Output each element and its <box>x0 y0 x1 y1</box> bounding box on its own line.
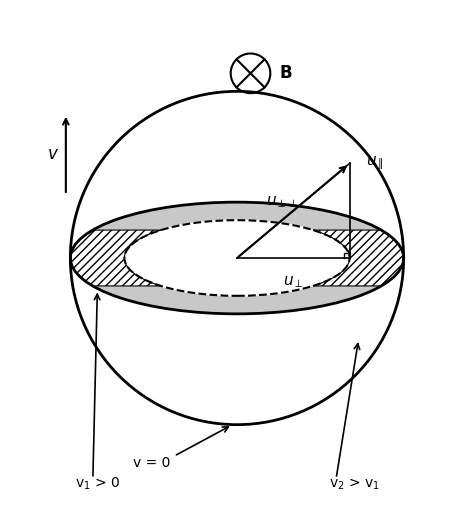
Text: v: v <box>47 145 57 163</box>
Polygon shape <box>313 230 404 286</box>
Polygon shape <box>70 230 161 286</box>
Text: $u_{\perp\perp}$: $u_{\perp\perp}$ <box>266 195 298 210</box>
Text: $u_{\parallel}$: $u_{\parallel}$ <box>366 155 383 172</box>
Text: v$_2$ > v$_1$: v$_2$ > v$_1$ <box>328 477 380 492</box>
Text: $u_{\perp}$: $u_{\perp}$ <box>283 274 303 290</box>
Ellipse shape <box>124 220 350 296</box>
Text: v$_1$ > 0: v$_1$ > 0 <box>75 476 120 492</box>
Text: B: B <box>279 64 292 83</box>
Ellipse shape <box>70 202 404 314</box>
Text: v = 0: v = 0 <box>133 456 170 470</box>
